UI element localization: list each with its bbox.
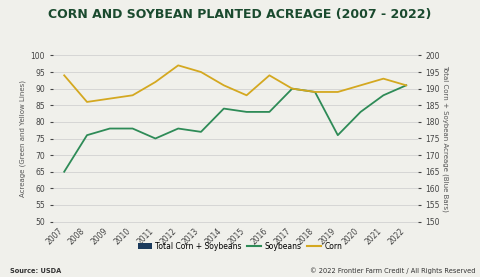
Text: Source: USDA: Source: USDA bbox=[10, 268, 61, 274]
Bar bbox=[399, 222, 414, 277]
Legend: Total Corn + Soybeans, Soybeans, Corn: Total Corn + Soybeans, Soybeans, Corn bbox=[135, 239, 345, 254]
Y-axis label: Acreage (Green and Yellow Lines): Acreage (Green and Yellow Lines) bbox=[20, 80, 26, 197]
Y-axis label: Total Corn + Soybean Acreage (Blue Bars): Total Corn + Soybean Acreage (Blue Bars) bbox=[442, 65, 448, 212]
Bar bbox=[80, 222, 95, 277]
Bar bbox=[125, 222, 140, 277]
Bar bbox=[353, 222, 368, 277]
Bar bbox=[239, 222, 254, 277]
Bar bbox=[193, 222, 208, 277]
Text: CORN AND SOYBEAN PLANTED ACREAGE (2007 - 2022): CORN AND SOYBEAN PLANTED ACREAGE (2007 -… bbox=[48, 8, 432, 21]
Bar bbox=[376, 222, 391, 277]
Bar bbox=[102, 222, 117, 277]
Bar bbox=[285, 222, 300, 277]
Bar bbox=[216, 222, 231, 277]
Bar bbox=[308, 222, 323, 277]
Text: © 2022 Frontier Farm Credit / All Rights Reserved: © 2022 Frontier Farm Credit / All Rights… bbox=[310, 268, 475, 274]
Bar bbox=[171, 222, 186, 277]
Bar bbox=[262, 222, 277, 277]
Bar bbox=[148, 222, 163, 277]
Bar bbox=[330, 222, 345, 277]
Bar bbox=[57, 222, 72, 277]
